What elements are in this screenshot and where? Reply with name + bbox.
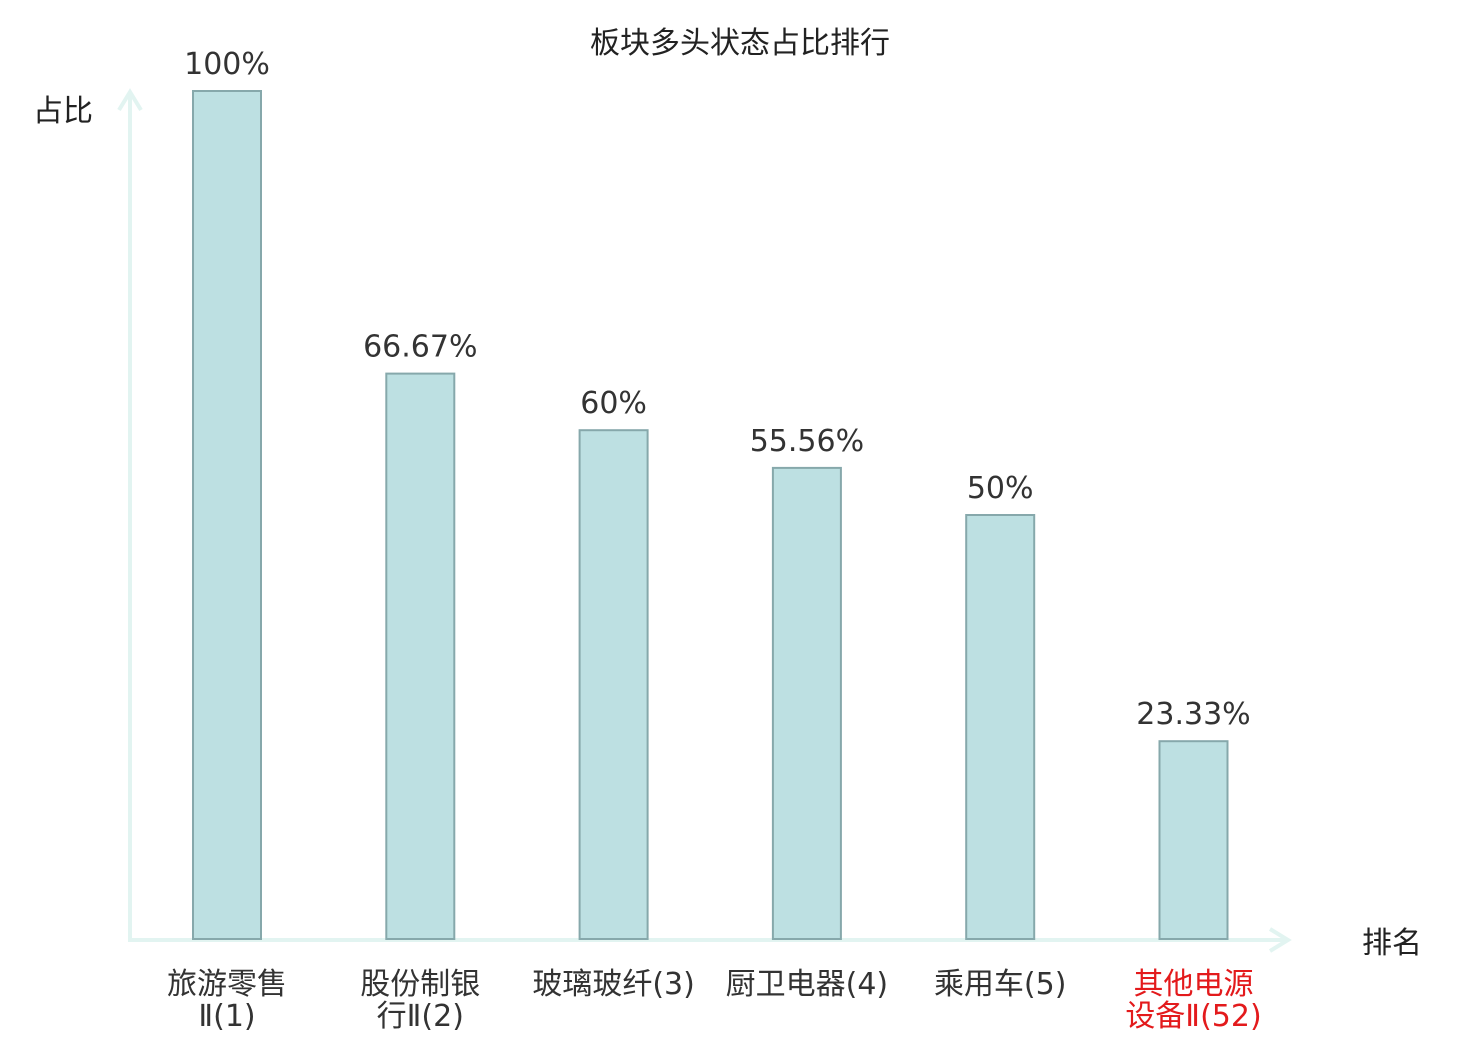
value-label-1: 100% [184,47,270,82]
category-label-2-line2: 行Ⅱ(2) [377,999,464,1034]
category-label-4-line1: 厨卫电器(4) [726,967,889,1002]
bar-3 [578,429,649,940]
value-labels: 100% 66.67% 60% 55.56% 50% 23.33% [184,47,1251,732]
category-label-1-line1: 旅游零售 [167,967,287,1002]
x-axis-arrow [1268,927,1292,953]
bar-2 [385,372,456,941]
y-axis-arrow [117,88,143,112]
value-label-6: 23.33% [1136,697,1250,732]
value-label-3: 60% [580,386,647,421]
chart-title: 板块多头状态占比排行 [590,26,890,61]
value-label-5: 50% [967,471,1034,506]
y-axis-label: 占比 [33,94,93,129]
bar-4 [771,466,842,940]
category-label-5-line1: 乘用车(5) [934,967,1067,1002]
bar-1 [192,90,262,940]
category-label-1-line2: Ⅱ(1) [198,999,255,1034]
axes [117,88,1292,953]
category-label-6-line1: 其他电源 [1134,967,1254,1002]
bar-5 [965,514,1036,940]
category-label-6-line2: 设备Ⅱ(52) [1125,999,1261,1034]
bar-6 [1158,740,1229,941]
category-label-3-line1: 玻璃玻纤(3) [532,967,695,1002]
x-axis-label: 排名 [1362,926,1422,961]
value-label-4: 55.56% [750,424,864,459]
bars [192,90,1229,941]
category-label-2-line1: 股份制银 [360,967,480,1002]
value-label-2: 66.67% [363,330,477,365]
